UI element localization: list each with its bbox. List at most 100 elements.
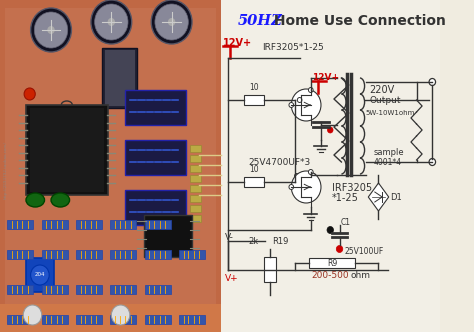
Circle shape [429, 78, 436, 86]
Bar [145, 315, 171, 324]
Circle shape [309, 170, 313, 175]
Circle shape [111, 305, 130, 325]
Text: 204: 204 [35, 273, 45, 278]
Bar [42, 285, 68, 294]
Circle shape [328, 127, 333, 133]
Text: 4001*4: 4001*4 [374, 158, 402, 167]
Bar [26, 105, 108, 195]
Circle shape [297, 180, 302, 185]
Bar [8, 315, 33, 324]
Bar [190, 205, 201, 212]
Bar [42, 315, 68, 324]
Text: C1: C1 [340, 218, 350, 227]
Circle shape [24, 88, 35, 100]
Text: R19: R19 [272, 236, 288, 245]
Text: sample: sample [374, 148, 404, 157]
Circle shape [168, 18, 175, 26]
Text: Home Use Connection: Home Use Connection [269, 14, 446, 28]
Bar [76, 285, 102, 294]
Text: Output: Output [369, 96, 401, 105]
Circle shape [292, 89, 321, 121]
Bar [125, 190, 185, 225]
Bar [190, 145, 201, 152]
Bar [105, 50, 135, 106]
Circle shape [297, 98, 302, 103]
Text: *1-25: *1-25 [332, 193, 359, 203]
Text: 25V4700UF*3: 25V4700UF*3 [249, 158, 311, 167]
Circle shape [31, 8, 72, 52]
Text: http://2593792.taobao.com/: http://2593792.taobao.com/ [4, 141, 8, 199]
Ellipse shape [26, 193, 45, 207]
Bar [244, 177, 264, 187]
Circle shape [336, 245, 343, 253]
Text: 25V100UF: 25V100UF [344, 247, 383, 256]
Bar [8, 220, 33, 229]
Bar [179, 315, 205, 324]
Circle shape [95, 4, 128, 40]
Text: 220V: 220V [369, 85, 394, 95]
Bar [190, 165, 201, 172]
Circle shape [31, 265, 49, 285]
Bar [190, 175, 201, 182]
Circle shape [34, 12, 68, 48]
Text: D1: D1 [391, 193, 402, 202]
Text: IRF3205: IRF3205 [332, 183, 372, 193]
Bar [190, 185, 201, 192]
Bar [221, 0, 440, 332]
Bar [125, 90, 185, 125]
Bar [30, 108, 104, 192]
Text: 10: 10 [249, 83, 259, 92]
Circle shape [91, 0, 132, 44]
Bar [42, 250, 68, 259]
Bar [76, 315, 102, 324]
Circle shape [309, 88, 313, 93]
Bar [190, 155, 201, 162]
Text: V-: V- [225, 233, 233, 242]
Text: 200-500: 200-500 [312, 271, 349, 280]
Circle shape [155, 4, 188, 40]
Text: 50HZ: 50HZ [237, 14, 282, 28]
Bar [110, 315, 137, 324]
Circle shape [23, 305, 42, 325]
Bar [42, 220, 68, 229]
Bar [76, 220, 102, 229]
Bar [145, 285, 171, 294]
Circle shape [429, 158, 436, 165]
Bar [110, 285, 137, 294]
Circle shape [294, 174, 299, 179]
Text: 5W-10W1ohm: 5W-10W1ohm [365, 110, 415, 116]
Text: ohm: ohm [351, 271, 371, 280]
Circle shape [108, 18, 115, 26]
Bar [145, 220, 171, 229]
Bar [145, 250, 171, 259]
Text: 2k: 2k [249, 236, 259, 245]
Bar [8, 285, 33, 294]
Text: R9: R9 [327, 259, 337, 268]
Bar [110, 250, 137, 259]
Text: 10: 10 [249, 165, 259, 174]
Circle shape [47, 26, 55, 34]
Bar [144, 215, 192, 257]
Bar [8, 250, 33, 259]
Text: 12V+: 12V+ [223, 38, 252, 48]
Bar [5, 8, 216, 320]
Text: V+: V+ [225, 274, 238, 283]
Ellipse shape [51, 193, 70, 207]
Circle shape [289, 185, 293, 190]
Bar [102, 48, 137, 108]
Bar [179, 250, 205, 259]
Text: 12V+: 12V+ [312, 73, 339, 82]
Bar [190, 215, 201, 222]
Circle shape [327, 226, 334, 233]
Bar [26, 258, 54, 292]
Bar [125, 140, 185, 175]
Bar [110, 220, 137, 229]
Polygon shape [368, 183, 389, 211]
Bar [190, 195, 201, 202]
Bar [309, 258, 356, 268]
Bar [0, 304, 221, 332]
Circle shape [311, 174, 316, 179]
Bar [76, 250, 102, 259]
Circle shape [292, 171, 321, 203]
Bar [0, 0, 221, 332]
